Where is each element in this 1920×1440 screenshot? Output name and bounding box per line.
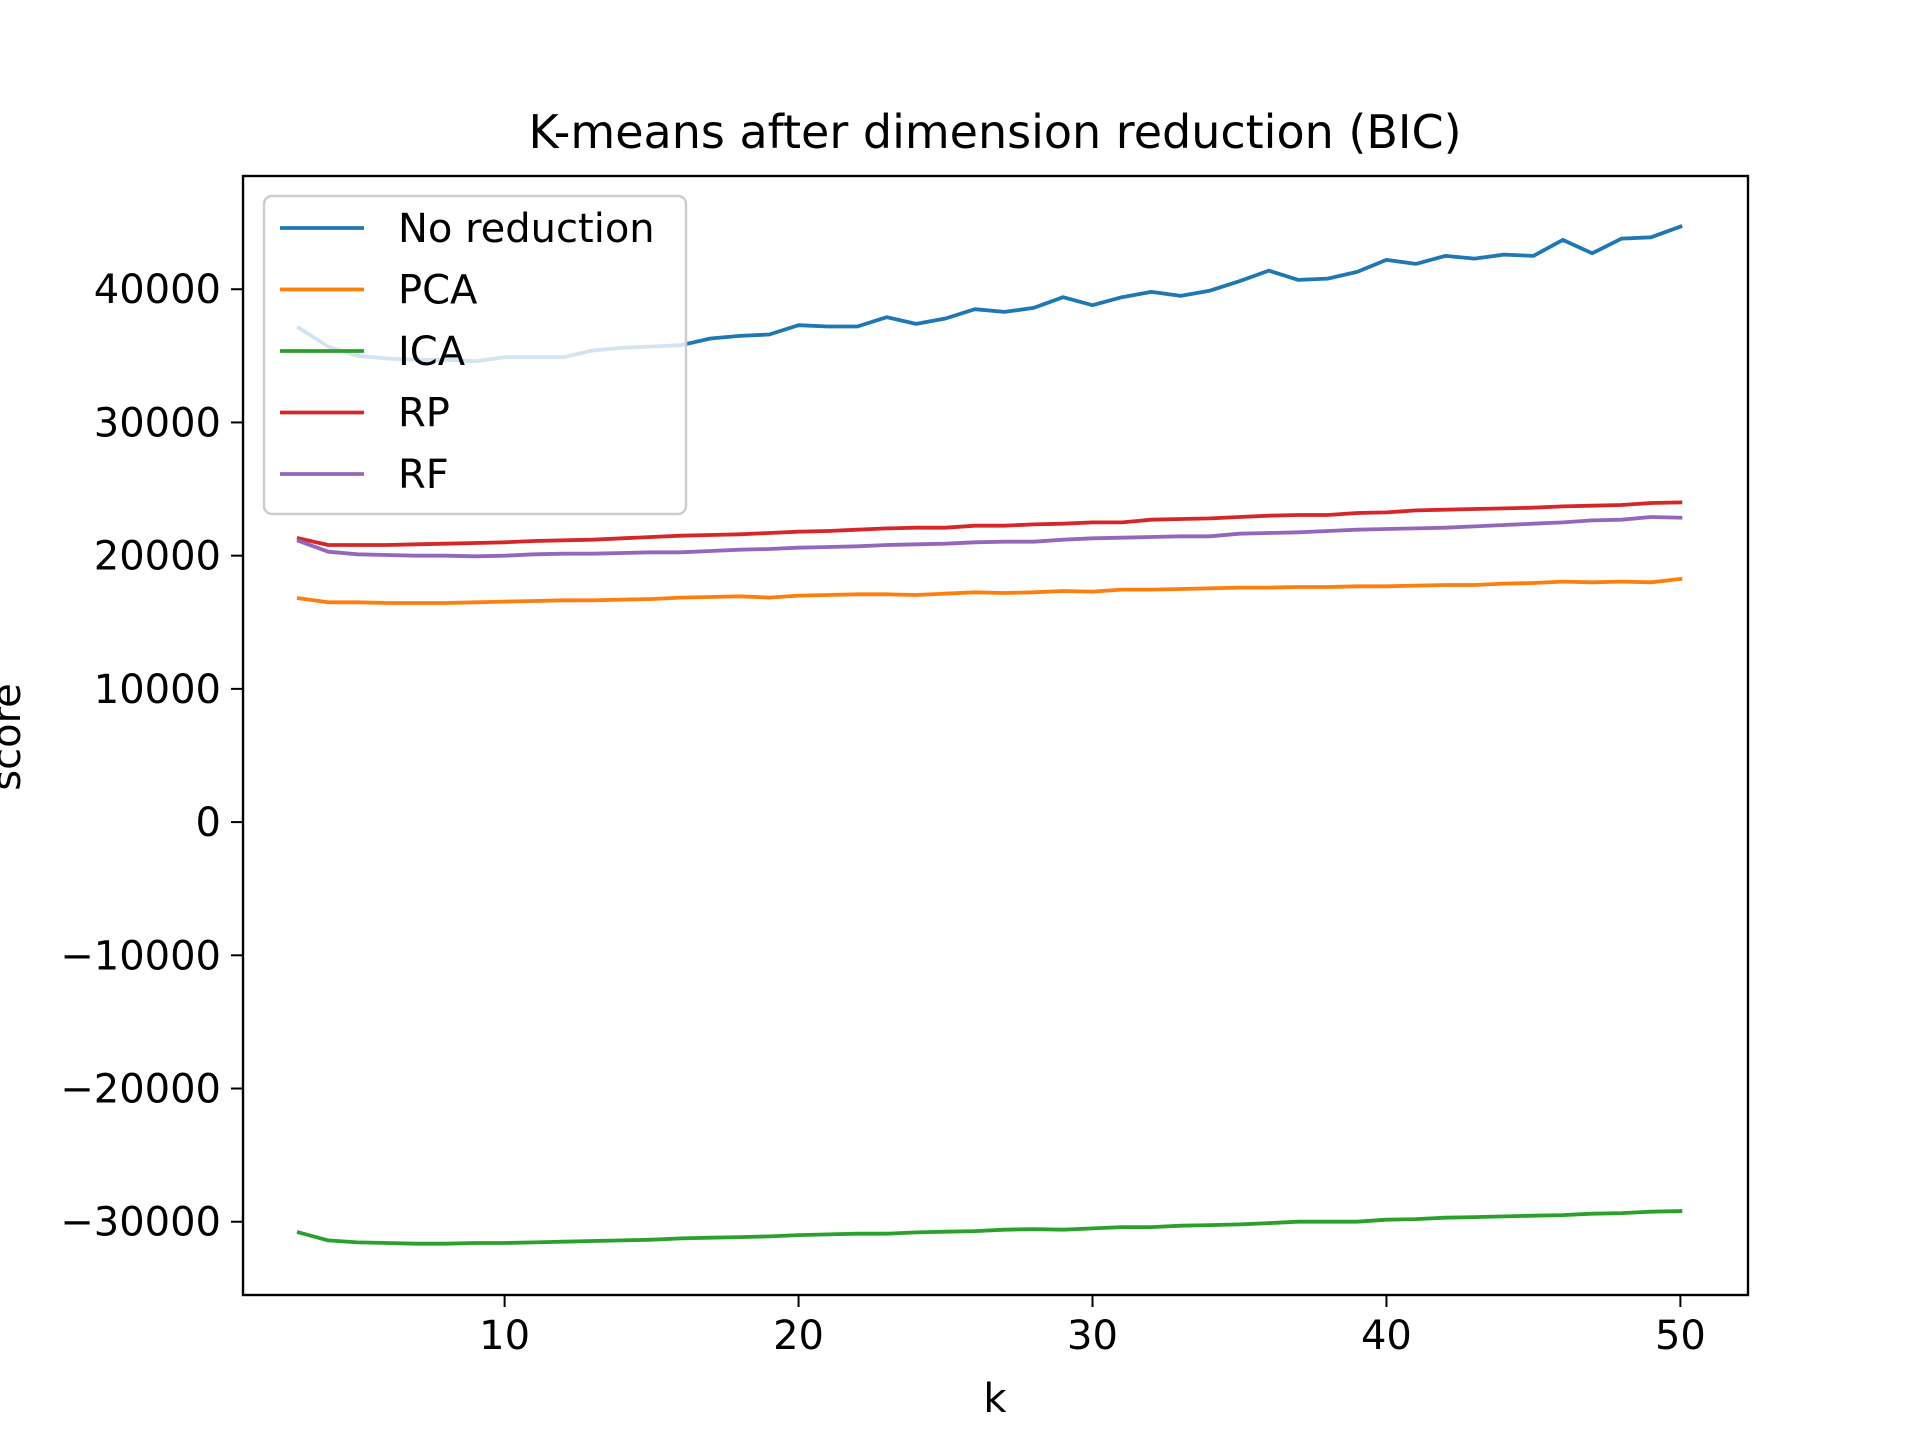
series-line-3: [296, 500, 1683, 547]
x-axis-ticks: 10 20 30 40 50: [479, 1295, 1706, 1359]
y-tick-label: 10000: [94, 667, 221, 713]
y-tick-label: 40000: [94, 267, 221, 313]
legend-entries: No reduction PCA ICA RP RF: [280, 206, 655, 498]
legend-label-4: RF: [398, 452, 449, 498]
series-line-2: [296, 1209, 1683, 1246]
legend: No reduction PCA ICA RP RF: [262, 194, 688, 516]
x-tick-label: 40: [1361, 1313, 1412, 1359]
y-tick-label: −20000: [60, 1067, 221, 1113]
x-tick-label: 30: [1067, 1313, 1118, 1359]
y-tick-label: 30000: [94, 400, 221, 446]
legend-label-1: PCA: [398, 268, 478, 314]
legend-label-0: No reduction: [398, 206, 655, 252]
series-line-1: [296, 576, 1683, 605]
x-tick-label: 10: [479, 1313, 530, 1359]
y-tick-label: 0: [196, 800, 221, 846]
y-tick-label: 20000: [94, 534, 221, 580]
legend-label-3: RP: [398, 391, 450, 437]
series-line-4: [296, 515, 1683, 559]
y-tick-label: −10000: [60, 933, 221, 979]
y-axis-ticks: 40000 30000 20000 10000 0 −10000 −20000 −30000: [60, 267, 243, 1246]
x-axis-label: k: [983, 1376, 1007, 1422]
axes-frame: [241, 174, 1750, 1297]
legend-box: [262, 194, 688, 516]
y-tick-label: −30000: [60, 1200, 221, 1246]
chart-title: K-means after dimension reduction (BIC): [528, 105, 1461, 159]
x-tick-label: 20: [773, 1313, 824, 1359]
y-axis-label: score: [0, 683, 30, 790]
legend-label-2: ICA: [398, 329, 466, 375]
x-tick-label: 50: [1655, 1313, 1706, 1359]
